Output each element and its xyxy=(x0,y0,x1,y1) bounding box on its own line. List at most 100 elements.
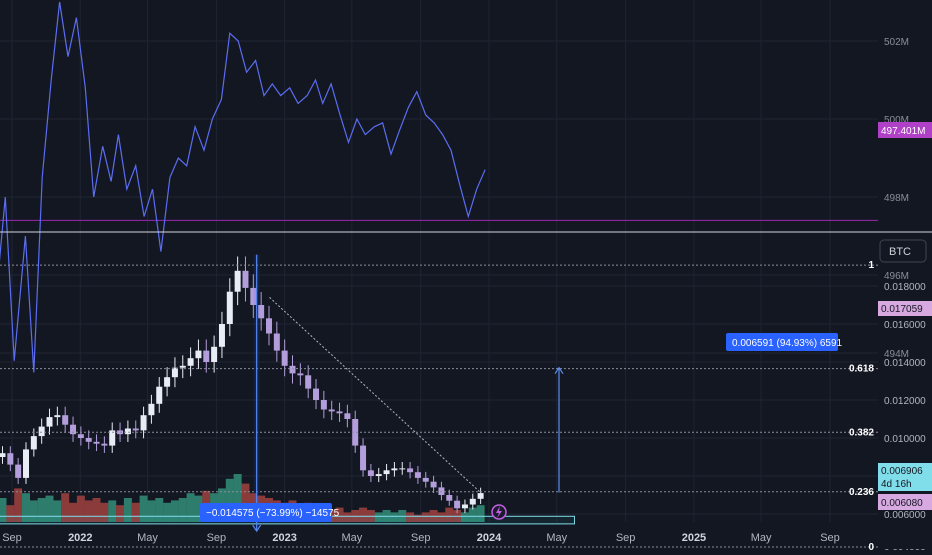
candle-body xyxy=(352,419,359,446)
volume-bar xyxy=(100,502,109,522)
fib-level-label: 0 xyxy=(868,542,874,550)
candle-body xyxy=(360,445,367,471)
lightning-icon[interactable] xyxy=(491,504,507,520)
volume-bar xyxy=(29,500,38,522)
volume-bar xyxy=(390,512,399,522)
candle-body xyxy=(140,415,147,431)
x-tick-label: Sep xyxy=(820,532,840,544)
volume-bar xyxy=(37,498,46,522)
candle-body xyxy=(54,415,61,418)
candle-body xyxy=(273,333,280,351)
candle-body xyxy=(195,350,202,359)
candle-body xyxy=(297,373,304,376)
candle-body xyxy=(367,470,374,476)
volume-bar xyxy=(21,493,30,522)
measure-down-arrowhead xyxy=(252,524,262,533)
y-tick-upper: 494M xyxy=(884,349,909,360)
x-tick-label: 2024 xyxy=(477,532,502,544)
volume-bar xyxy=(178,498,187,522)
candle-body xyxy=(414,472,421,478)
volume-bar xyxy=(186,493,195,522)
candle-body xyxy=(124,428,131,435)
x-tick-label: 2022 xyxy=(68,532,92,544)
volume-bar xyxy=(131,502,140,522)
candle-body xyxy=(234,270,241,292)
btc-button[interactable]: BTC xyxy=(879,239,927,263)
candle-body xyxy=(289,365,296,374)
measure-up-label-text: 0.006591 (94.93%) 6591 xyxy=(732,338,843,349)
volume-bar xyxy=(343,512,352,522)
candle-body xyxy=(242,270,249,288)
candle-body xyxy=(454,500,461,509)
volume-bar xyxy=(123,498,132,522)
candle-body xyxy=(7,453,14,465)
volume-bar xyxy=(6,505,15,522)
countdown-badge-text: 4d 16h xyxy=(881,479,912,490)
y-tick-lower: 0.006000 xyxy=(884,510,926,521)
fib-level-label: 1 xyxy=(868,260,874,271)
x-tick-label: Sep xyxy=(616,532,636,544)
candle-body xyxy=(77,434,84,438)
measure-down-shade xyxy=(253,254,260,532)
y-tick-lower: 0.010000 xyxy=(884,434,926,445)
volume-bar xyxy=(468,507,477,522)
candle-body xyxy=(15,464,22,478)
candle-body xyxy=(407,468,414,473)
candle-body xyxy=(281,350,288,366)
candle-body xyxy=(93,441,100,444)
candle-body xyxy=(446,495,453,501)
low-level-badge: 0.006080 xyxy=(878,494,932,510)
measure-up-arrowhead xyxy=(554,366,564,375)
volume-bar xyxy=(0,498,7,522)
volume-bar xyxy=(147,500,156,522)
volume-bar xyxy=(170,500,179,522)
candle-body xyxy=(218,324,225,347)
volume-bar xyxy=(139,495,148,522)
volume-bar xyxy=(225,478,234,522)
candle-body xyxy=(187,358,194,366)
volume-bar xyxy=(445,507,454,522)
candle-body xyxy=(422,477,429,482)
candle-body xyxy=(226,291,233,324)
y-tick-lower: 0.016000 xyxy=(884,320,926,331)
trendline xyxy=(269,297,482,494)
candle-body xyxy=(62,415,69,425)
measure-down-label-text: −0.014575 (−73.99%) −14575 xyxy=(206,508,340,519)
candle-body xyxy=(38,426,45,437)
high-level-badge-text: 0.017059 xyxy=(881,304,923,315)
measure-down-label[interactable]: −0.014575 (−73.99%) −14575 xyxy=(200,503,340,522)
candle-body xyxy=(148,403,155,416)
candle-body xyxy=(70,424,77,435)
fib-level-label: 0.618 xyxy=(849,364,874,375)
candle-body xyxy=(399,468,406,470)
x-tick-label: 2025 xyxy=(682,532,706,544)
y-tick-lower: 0.014000 xyxy=(884,358,926,369)
volume-bar xyxy=(335,507,344,522)
candle-body xyxy=(203,350,210,362)
grid xyxy=(0,0,878,553)
x-tick-label: May xyxy=(546,532,567,544)
high-level-badge: 0.017059 xyxy=(878,301,932,316)
volume-bar xyxy=(92,498,101,522)
current-value-badge: 497.401M xyxy=(878,122,932,138)
y-tick-lower: 0.012000 xyxy=(884,396,926,407)
candle-body xyxy=(461,504,468,509)
current-price-badge: 0.006906 4d 16h xyxy=(878,463,932,491)
candle-body xyxy=(109,430,116,446)
measure-up-label[interactable]: 0.006591 (94.93%) 6591 xyxy=(726,333,843,351)
volume-bar xyxy=(84,500,93,522)
candles xyxy=(0,256,484,514)
candle-body xyxy=(320,400,327,410)
candle-body xyxy=(46,417,53,427)
fib-level-label: 0.236 xyxy=(849,487,874,498)
volume-bar xyxy=(437,512,446,522)
volume-bar xyxy=(374,512,383,522)
x-tick-label: Sep xyxy=(2,532,22,544)
volume-bar xyxy=(163,502,172,522)
candle-body xyxy=(383,470,390,475)
upper-line-panel xyxy=(0,1,878,373)
y-tick-upper: 500M xyxy=(884,115,909,126)
candle-body xyxy=(265,318,272,334)
